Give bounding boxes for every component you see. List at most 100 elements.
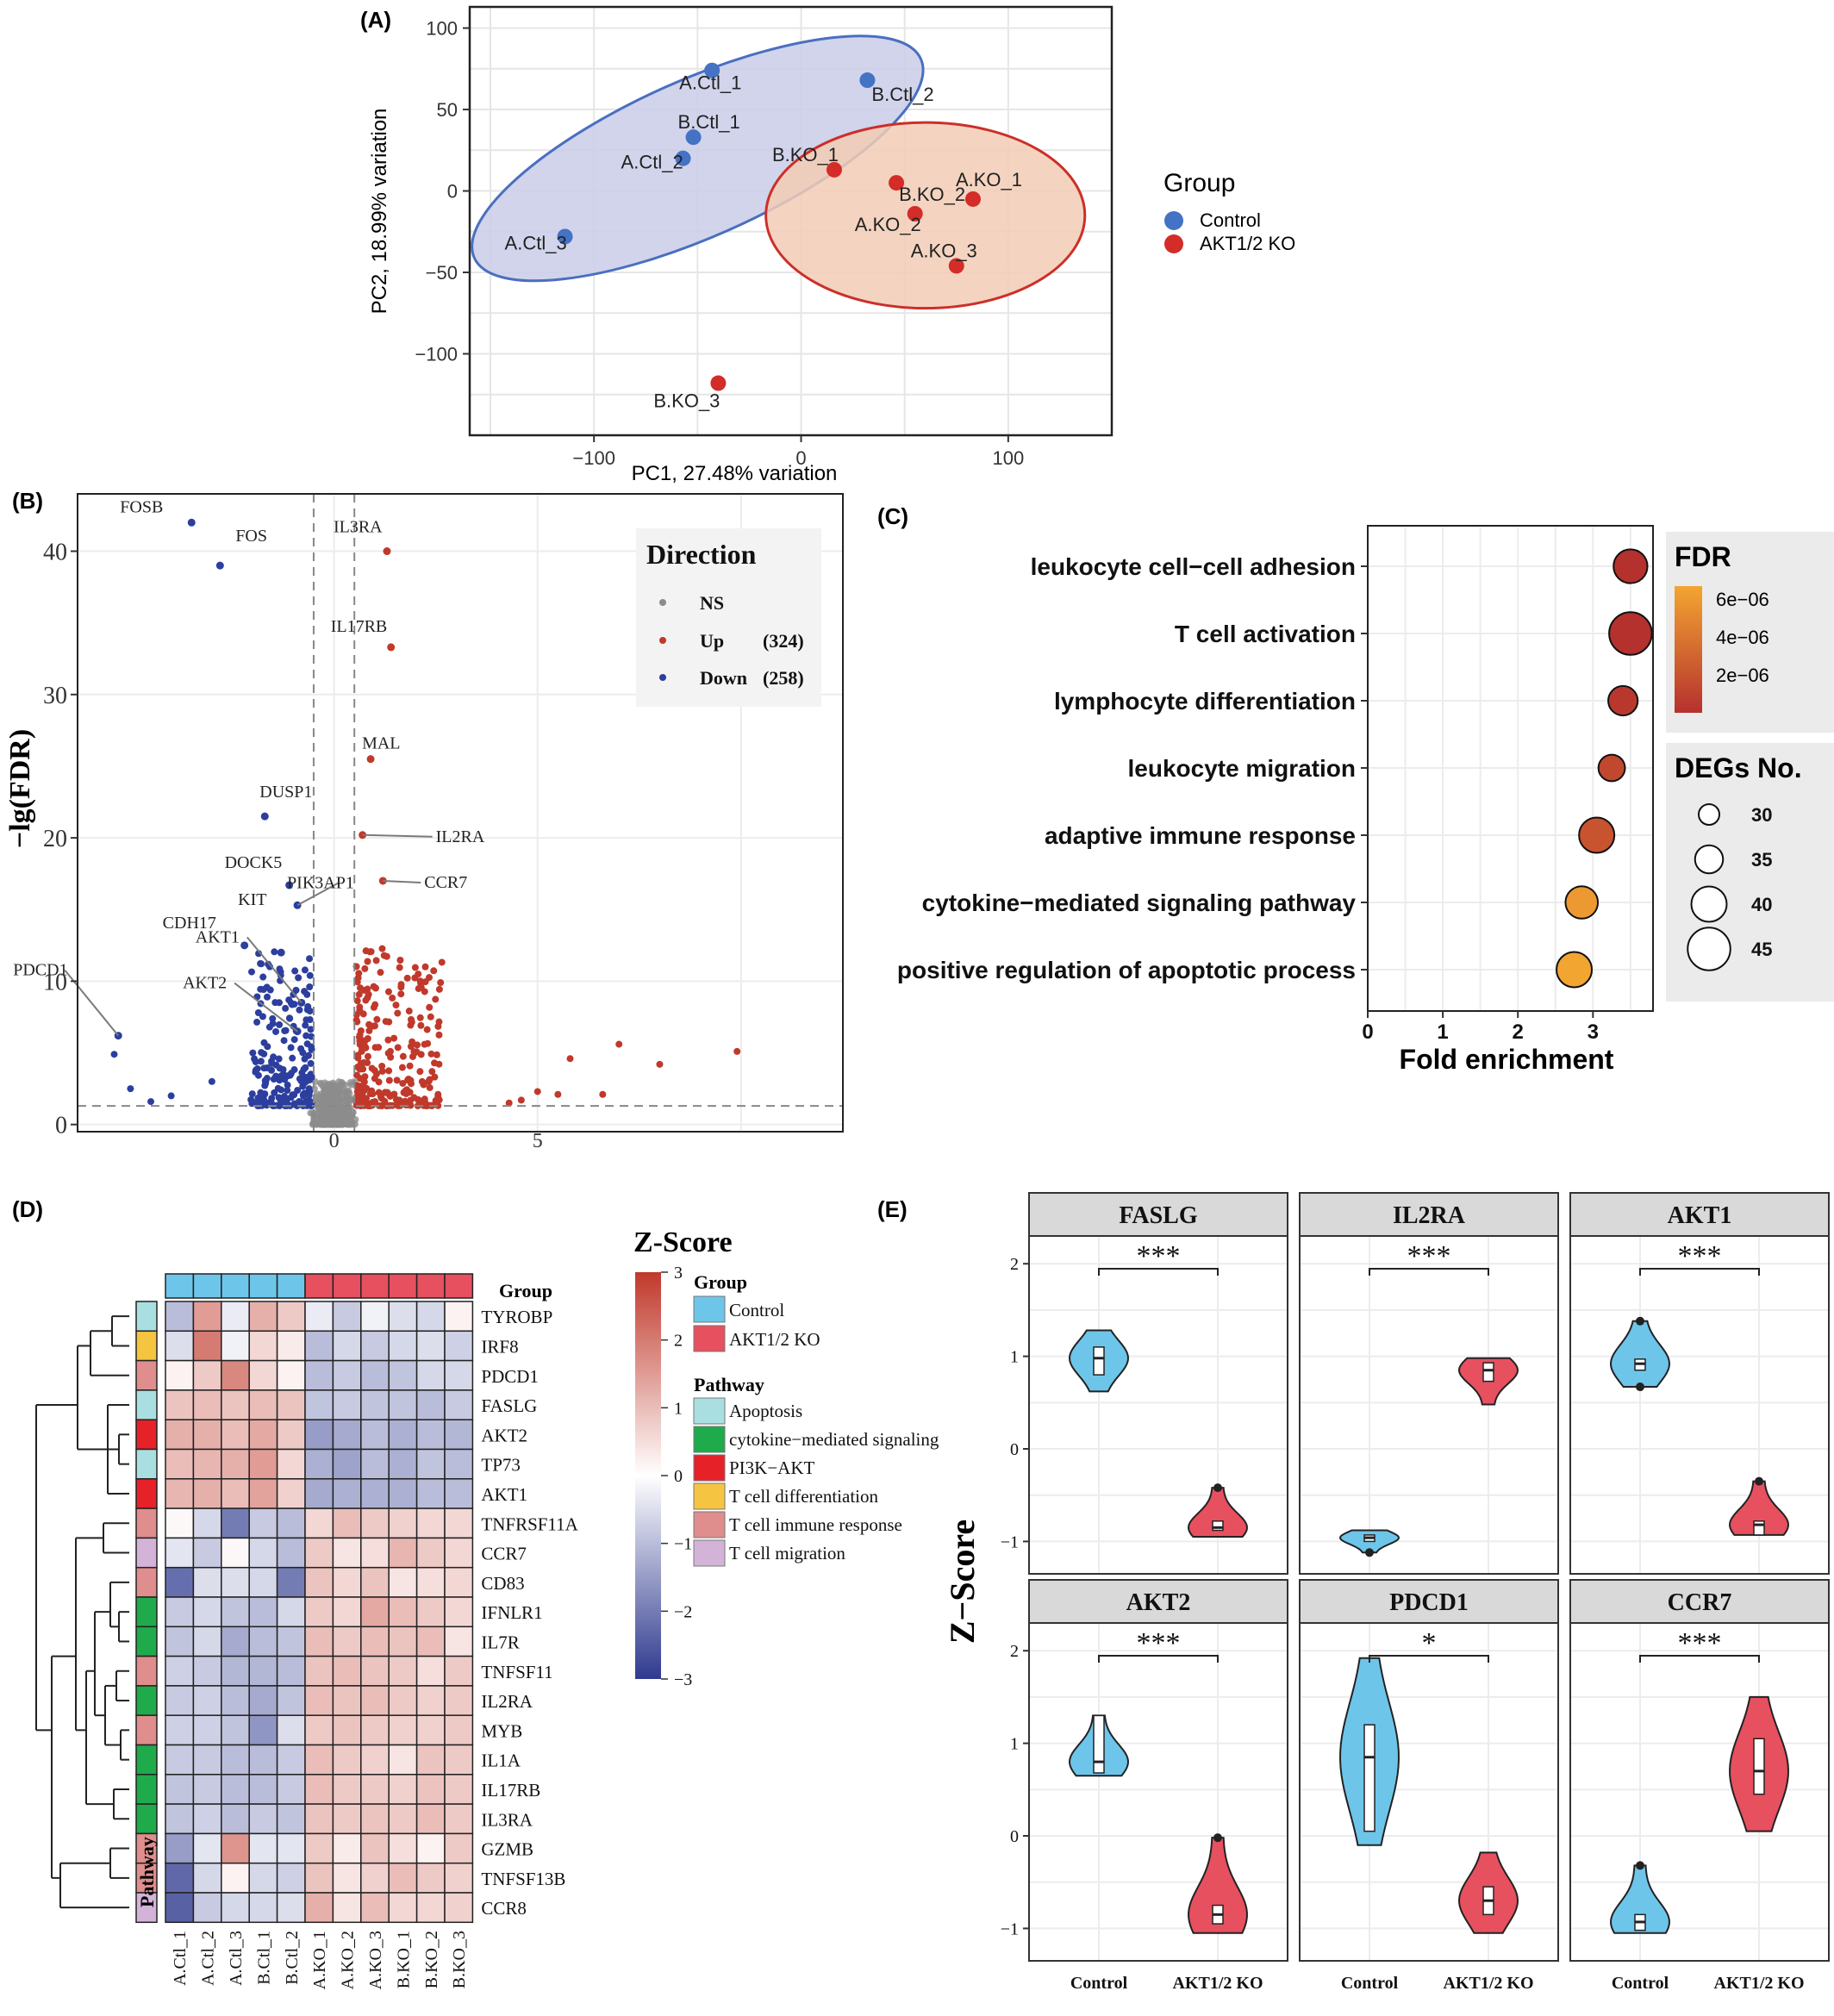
heatmap-cell [332, 1655, 362, 1687]
pca-y-tick-label: 0 [447, 181, 458, 203]
heatmap-cell [248, 1566, 278, 1598]
heatmap-pathway-annotation-cell [135, 1330, 158, 1362]
volcano-point-up [398, 1064, 406, 1071]
volcano-point-up [554, 1090, 562, 1098]
heatmap-cell [192, 1301, 222, 1333]
volcano-point-up [566, 1055, 574, 1063]
volcano-point-up [353, 1064, 361, 1071]
heatmap-cell [415, 1330, 446, 1362]
heatmap-cell [304, 1685, 334, 1716]
panel-a-label: (A) [360, 7, 391, 33]
volcano-point-up [409, 1038, 416, 1045]
heatmap-cell [388, 1359, 418, 1391]
violin-x-tick-label: AKT1/2 KO [1443, 1974, 1533, 1993]
heatmap-cell [332, 1478, 362, 1509]
volcano-point-up [397, 990, 405, 998]
heatmap-cell [388, 1478, 418, 1509]
volcano-point-down [260, 1091, 268, 1099]
pca-point [557, 228, 573, 245]
heatmap-cell [192, 1389, 222, 1420]
violin-y-tick-label: −1 [1001, 1532, 1019, 1551]
heatmap-cell [444, 1892, 474, 1924]
heatmap-cell [221, 1892, 250, 1924]
volcano-point-down [257, 960, 265, 968]
deg-legend-title: DEGs No. [1675, 752, 1802, 783]
heatmap-cell [221, 1774, 250, 1805]
volcano-point-ns [333, 1120, 340, 1128]
heatmap-cell [165, 1359, 195, 1391]
violin-outlier [1755, 1476, 1763, 1486]
heatmap-cell [332, 1774, 362, 1805]
volcano-point-up [410, 1094, 418, 1102]
pca-point-label: B.KO_3 [653, 390, 720, 412]
volcano-point-down [275, 1094, 283, 1102]
pca-x-tick-label: −100 [572, 447, 615, 469]
heatmap-cell [165, 1862, 195, 1894]
heatmap-cell [165, 1892, 195, 1924]
heatmap-column-label: A.KO_3 [366, 1931, 385, 1989]
heatmap-cell [165, 1832, 195, 1864]
volcano-gene-label: IL3RA [334, 518, 383, 537]
heatmap-row-label: CCR8 [481, 1898, 527, 1919]
heatmap-cell [276, 1892, 306, 1924]
volcano-point-down [280, 1037, 288, 1045]
volcano-panel: (B) FOSB FOS IL3RA IL17RB MAL DUSP1 IL2RA DOCK5… [4, 488, 844, 1152]
violin-facet-strip [1028, 1192, 1288, 1237]
heatmap-row-label: IL7R [481, 1632, 519, 1652]
volcano-gene-label: DUSP1 [259, 783, 312, 802]
heatmap-cell [444, 1566, 474, 1598]
heatmap-cell [221, 1537, 250, 1569]
pca-point [710, 375, 727, 391]
heatmap-row-label: IL2RA [481, 1691, 533, 1712]
heatmap-legend-pathway-key [693, 1397, 726, 1425]
volcano-y-axis-label: −lg(FDR) [4, 729, 36, 848]
heatmap-column-label: B.Ctl_1 [254, 1931, 273, 1985]
pca-legend-ko-key [1164, 234, 1183, 253]
heatmap-row-label: IRF8 [481, 1336, 518, 1357]
volcano-gene-label: MAL [362, 734, 400, 753]
zscore-colorbar-tick-label: 3 [674, 1264, 683, 1283]
volcano-y-tick-label: 40 [43, 540, 67, 566]
volcano-point-up [378, 945, 386, 952]
fdr-tick-4e06: 4e−06 [1716, 627, 1769, 648]
heatmap-group-annotation-cell [415, 1273, 446, 1299]
heatmap-cell [388, 1626, 418, 1657]
fdr-legend-title: FDR [1675, 541, 1731, 572]
volcano-point-down [299, 1049, 307, 1057]
volcano-point-down [248, 968, 256, 976]
heatmap-cell [248, 1537, 278, 1569]
heatmap-cell [360, 1507, 390, 1539]
heatmap-cell [221, 1566, 250, 1598]
heatmap-cell [248, 1892, 278, 1924]
pca-legend-ko-label: AKT1/2 KO [1200, 233, 1295, 254]
volcano-point-ns [327, 1120, 334, 1128]
pca-point-label: A.Ctl_1 [679, 72, 741, 94]
heatmap-cell [276, 1685, 306, 1716]
heatmap-cell [221, 1655, 250, 1687]
heatmap-cell [332, 1566, 362, 1598]
heatmap-cell [415, 1774, 446, 1805]
volcano-legend-down-key [659, 674, 666, 681]
heatmap-cell [165, 1330, 195, 1362]
heatmap-legend-pathway-label: T cell differentiation [729, 1486, 878, 1507]
volcano-label-leader [383, 879, 421, 883]
heatmap-cell [388, 1892, 418, 1924]
volcano-point-up [359, 1083, 367, 1090]
violin-shape [1610, 1320, 1670, 1389]
volcano-point-up [533, 1088, 541, 1095]
volcano-point-up [415, 971, 422, 978]
volcano-point-up [517, 1096, 525, 1104]
volcano-gene-label: CCR7 [424, 873, 467, 892]
heatmap-cell [192, 1566, 222, 1598]
heatmap-cell [360, 1626, 390, 1657]
volcano-point-down [253, 1018, 261, 1026]
heatmap-pathway-annotation-cell [135, 1507, 158, 1539]
volcano-gene-label: FOS [235, 527, 267, 546]
volcano-point-up [392, 1002, 400, 1009]
volcano-point-up [430, 967, 438, 975]
volcano-point-down [271, 999, 279, 1007]
go-term-dot [1597, 753, 1626, 783]
heatmap-cell [248, 1448, 278, 1480]
pca-point [964, 190, 981, 207]
heatmap-cell [415, 1685, 446, 1716]
